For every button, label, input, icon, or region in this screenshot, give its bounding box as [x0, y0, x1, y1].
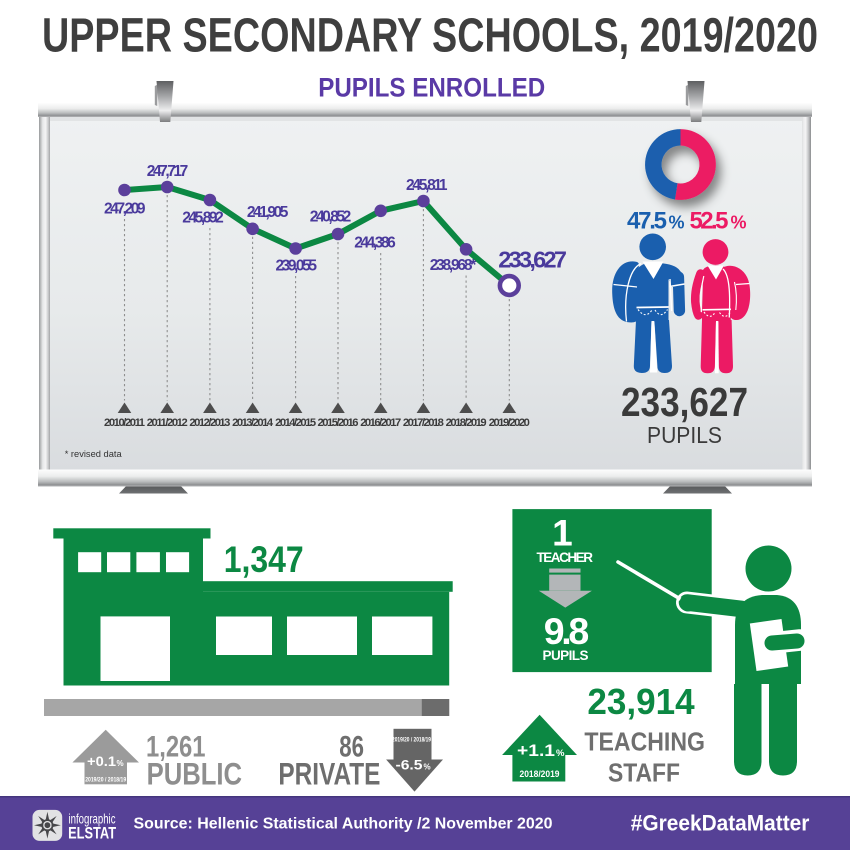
svg-text:247,717: 247,717 — [147, 163, 189, 180]
svg-text:2016/2017: 2016/2017 — [360, 417, 401, 429]
svg-text:%: % — [117, 759, 124, 768]
svg-text:2017/2018: 2017/2018 — [403, 417, 444, 429]
svg-text:245,811: 245,811 — [406, 177, 448, 194]
svg-text:* revised data: * revised data — [65, 449, 123, 460]
svg-text:245,892: 245,892 — [182, 210, 224, 227]
svg-text:2019/2020: 2019/2020 — [489, 417, 530, 429]
svg-text:PUBLIC: PUBLIC — [147, 755, 243, 791]
svg-text:2012/2013: 2012/2013 — [189, 417, 230, 429]
svg-text:%: % — [731, 213, 747, 233]
svg-text:1,347: 1,347 — [224, 539, 304, 580]
svg-text:2018/2019: 2018/2019 — [520, 769, 560, 780]
svg-text:247,209: 247,209 — [104, 201, 146, 218]
svg-text:+1.1: +1.1 — [517, 742, 555, 760]
svg-text:1,261: 1,261 — [146, 730, 206, 763]
svg-text:UPPER SECONDARY SCHOOLS, 2019/: UPPER SECONDARY SCHOOLS, 2019/2020 — [42, 10, 818, 63]
svg-text:TEACHING: TEACHING — [584, 727, 705, 757]
svg-text:233,627: 233,627 — [498, 247, 567, 273]
svg-text:2019/20 / 2018/19: 2019/20 / 2018/19 — [392, 737, 431, 744]
svg-text:infographic: infographic — [69, 812, 116, 827]
svg-text:Source: Hellenic Statistical A: Source: Hellenic Statistical Authority /… — [134, 816, 553, 833]
svg-text:TEACHER: TEACHER — [536, 550, 593, 565]
svg-text:PUPILS ENROLLED: PUPILS ENROLLED — [318, 73, 545, 103]
svg-text:+0.1: +0.1 — [87, 754, 117, 769]
svg-text:2018/2019: 2018/2019 — [446, 417, 487, 429]
svg-text:238,968*: 238,968* — [430, 257, 478, 274]
svg-text:1: 1 — [552, 512, 573, 553]
svg-text:86: 86 — [339, 730, 364, 763]
svg-text:PUPILS: PUPILS — [647, 422, 722, 448]
svg-text:%: % — [669, 213, 685, 233]
svg-text:ELSTAT: ELSTAT — [68, 824, 116, 843]
svg-text:%: % — [556, 748, 565, 759]
svg-text:244,386: 244,386 — [354, 235, 396, 252]
svg-text:-6.5: -6.5 — [396, 757, 423, 773]
svg-text:PUPILS: PUPILS — [543, 648, 589, 663]
svg-text:2010/2011: 2010/2011 — [104, 417, 145, 429]
svg-text:52.5: 52.5 — [690, 208, 729, 235]
svg-text:2015/2016: 2015/2016 — [318, 417, 359, 429]
svg-text:23,914: 23,914 — [587, 681, 694, 722]
svg-text:#GreekDataMatter: #GreekDataMatter — [631, 811, 810, 836]
svg-text:2019/20 / 2018/19: 2019/20 / 2018/19 — [85, 777, 126, 784]
svg-text:233,627: 233,627 — [621, 379, 748, 425]
svg-text:%: % — [424, 763, 431, 772]
svg-text:2011/2012: 2011/2012 — [147, 417, 188, 429]
svg-text:9.8: 9.8 — [544, 610, 590, 652]
svg-text:STAFF: STAFF — [608, 758, 680, 788]
svg-text:241,905: 241,905 — [247, 204, 289, 221]
svg-text:2013/2014: 2013/2014 — [232, 417, 274, 429]
svg-text:2014/2015: 2014/2015 — [275, 417, 316, 429]
svg-text:240,852: 240,852 — [310, 209, 352, 226]
svg-text:239,055: 239,055 — [275, 257, 317, 274]
svg-text:47.5: 47.5 — [627, 208, 667, 235]
svg-text:PRIVATE: PRIVATE — [278, 755, 380, 791]
